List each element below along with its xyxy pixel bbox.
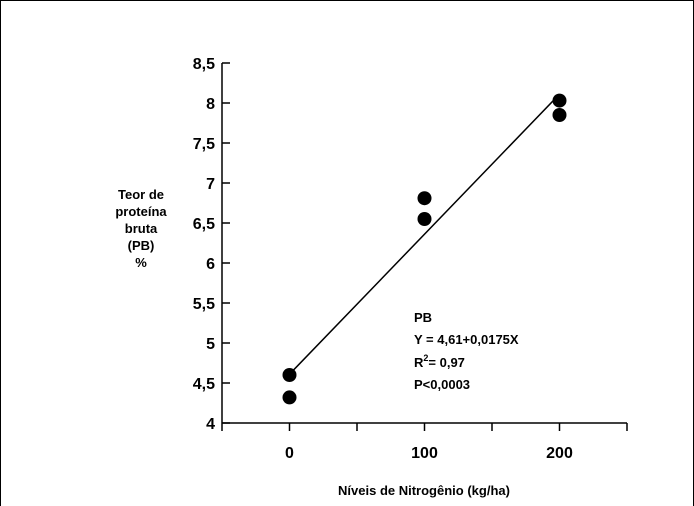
y-tick-label: 4,5 [193,376,215,393]
y-tick-label: 5,5 [193,296,215,313]
annotation-p-value: P<0,0003 [414,377,470,392]
annotation-r2-sup: 2 [423,353,428,363]
data-point [417,191,432,206]
x-tick-label: 0 [285,445,294,462]
regression-line [288,93,561,375]
annotation-equation: Y = 4,61+0,0175X [414,332,519,347]
y-ticks: 4 4,5 5 5,5 6 6,5 7 7,5 8 8,5 [193,56,230,433]
regression-annotation: PB Y = 4,61+0,0175X R2= 0,97 P<0,0003 [414,310,519,392]
x-tick-label: 100 [411,445,438,462]
y-tick-label: 4 [206,416,215,433]
y-axis-label: Teor de proteína bruta (PB) % [92,186,190,271]
data-point [552,108,567,122]
y-axis-label-line: (PB) [127,238,155,253]
annotation-title: PB [414,310,432,325]
y-tick-label: 8,5 [193,56,215,73]
y-axis-label-line: bruta [124,221,158,236]
x-axis-label: Níveis de Nitrogênio (kg/ha) [338,483,510,498]
y-tick-label: 7,5 [193,136,215,153]
y-axis-label-line: % [135,255,147,270]
y-axis-label-line: Teor de [118,187,164,202]
x-ticks: 0 100 200 [221,423,628,462]
data-point [417,212,432,226]
x-tick-label: 200 [546,445,573,462]
axes [221,63,627,424]
data-series [282,93,567,405]
y-tick-label: 6 [206,256,215,273]
data-point [282,368,297,382]
data-point [552,93,567,108]
annotation-r2-value: = 0,97 [428,355,465,370]
y-tick-label: 8 [206,96,215,113]
annotation-r2: R2= 0,97 [414,353,465,370]
annotation-r2-prefix: R [414,355,424,370]
data-point [282,390,297,405]
y-axis-label-line: proteína [115,204,167,219]
y-tick-label: 5 [206,336,215,353]
y-tick-label: 7 [206,176,215,193]
y-tick-label: 6,5 [193,216,215,233]
